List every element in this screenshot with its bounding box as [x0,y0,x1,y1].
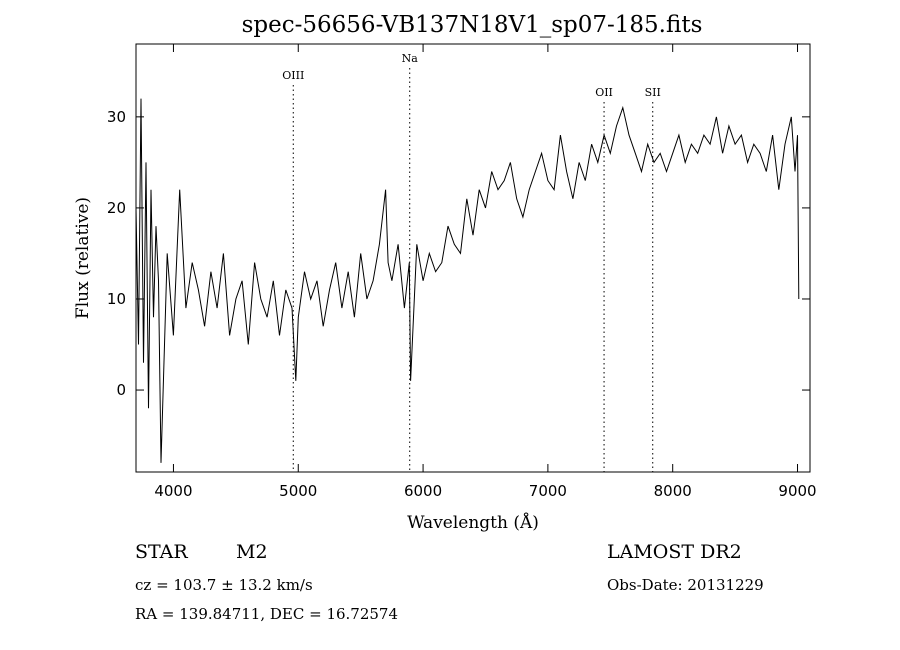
x-tick-label: 8000 [654,482,692,500]
chart-title: spec-56656-VB137N18V1_sp07-185.fits [242,12,703,38]
spectrum-series-line [135,98,800,463]
x-tick-label: 9000 [778,482,816,500]
x-tick-label: 6000 [404,482,442,500]
x-tick-label: 7000 [529,482,567,500]
y-tick-label: 20 [107,199,126,217]
y-tick-label: 10 [107,290,126,308]
sky-coordinates: RA = 139.84711, DEC = 16.72574 [135,605,399,623]
object-class: STAR [135,541,188,563]
y-tick-label: 30 [107,108,126,126]
axis-ticks: 4000 5000 6000 7000 8000 9000 0 10 20 30 [107,44,817,500]
plot-frame [135,43,811,473]
x-tick-label: 4000 [154,482,192,500]
line-label-sii: SII [645,86,661,99]
observation-date: Obs-Date: 20131229 [607,576,764,594]
survey-name: LAMOST DR2 [607,541,742,563]
spectral-line-markers: OIII Na OII SII [282,52,661,472]
x-tick-label: 5000 [279,482,317,500]
object-subclass: M2 [236,541,268,563]
line-label-na: Na [402,52,419,65]
y-tick-label: 0 [116,381,126,399]
y-axis-label: Flux (relative) [73,197,93,319]
x-axis-label: Wavelength (Å) [407,512,539,533]
line-label-oiii: OIII [282,69,304,82]
redshift-value: cz = 103.7 ± 13.2 km/s [135,576,313,594]
line-label-oii: OII [595,86,613,99]
